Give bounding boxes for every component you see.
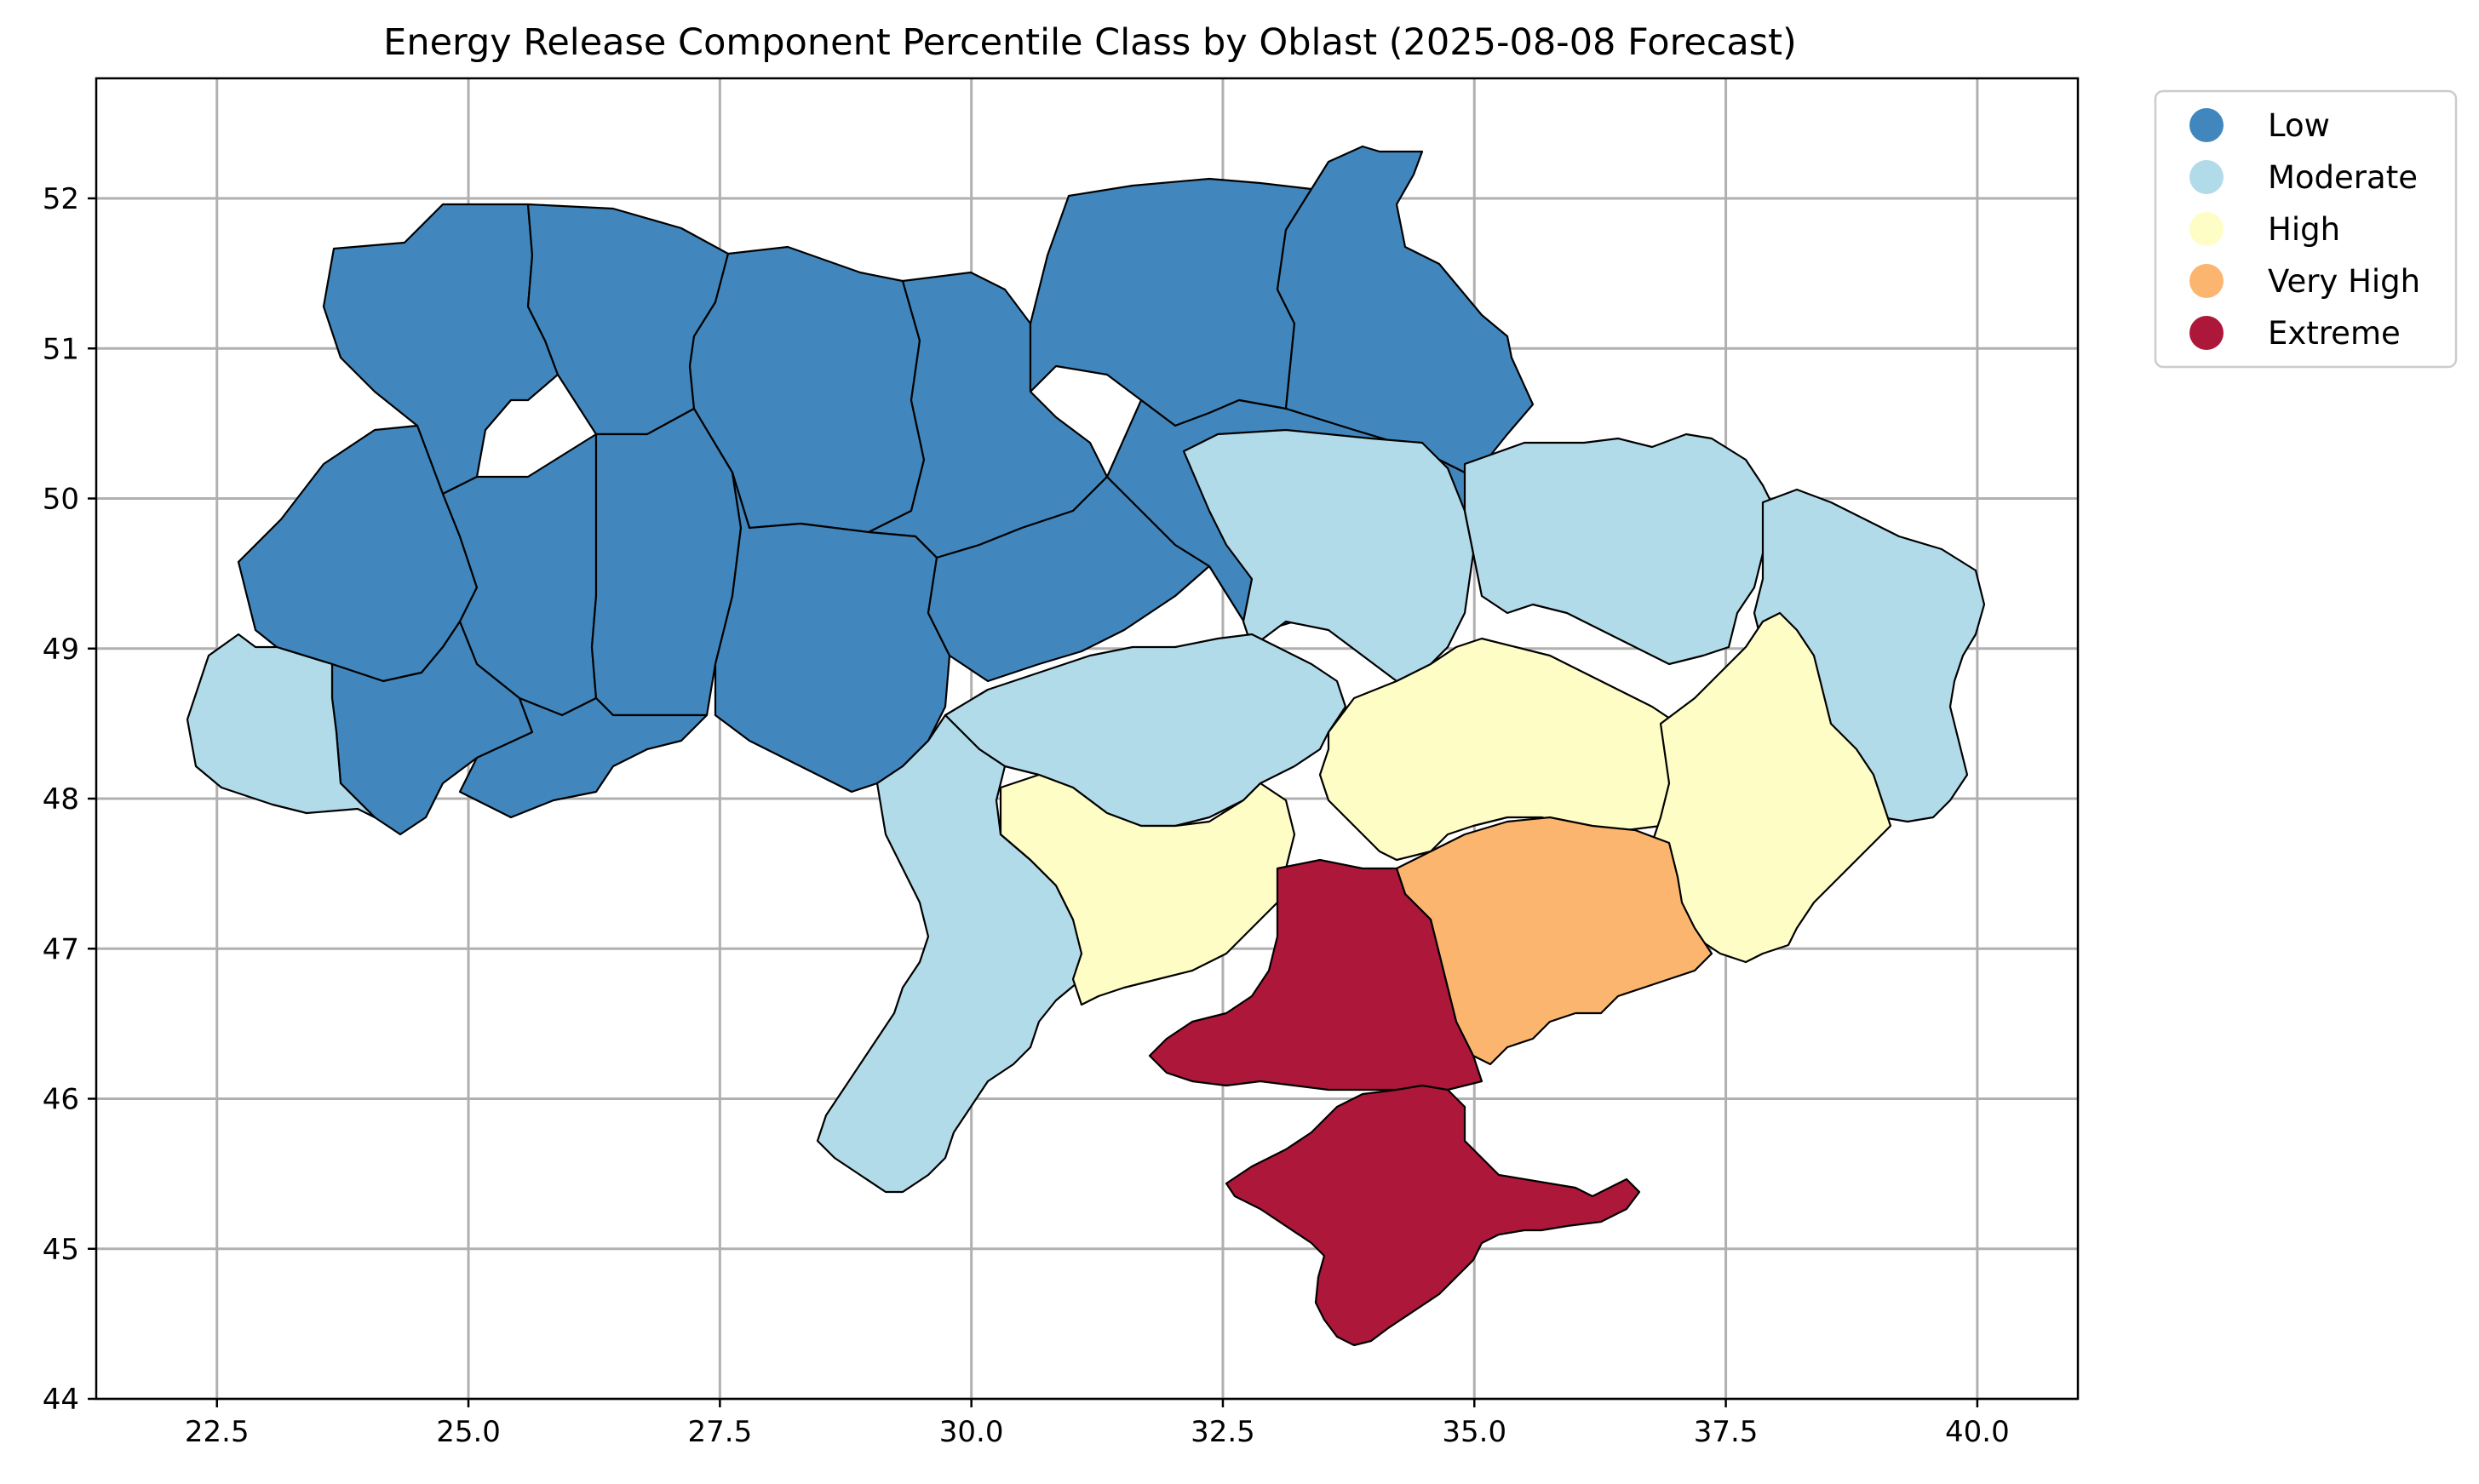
- legend-swatch-moderate: [2189, 160, 2224, 194]
- x-tick-label: 32.5: [1191, 1415, 1255, 1449]
- oblast-volyn: [322, 203, 559, 496]
- x-tick-label: 40.0: [1945, 1415, 2010, 1449]
- plot-area: [95, 77, 2080, 1401]
- legend-swatch-extreme: [2189, 316, 2224, 350]
- oblast-kharkiv: [1463, 433, 1777, 666]
- legend: Low Moderate High Very High Extreme: [2154, 89, 2458, 369]
- oblast-mykolaiv: [816, 713, 1092, 1194]
- oblast-sumy: [1276, 145, 1535, 478]
- y-tick-label: 52: [43, 182, 79, 216]
- legend-label: Low: [2268, 107, 2330, 144]
- legend-swatch-low: [2189, 108, 2224, 142]
- oblast-kherson-north: [999, 773, 1296, 1006]
- legend-box: [2154, 89, 2458, 369]
- x-tick-label: 30.0: [939, 1415, 1004, 1449]
- oblast-kherson: [1148, 858, 1483, 1092]
- oblast-cherkasy: [927, 475, 1211, 683]
- y-axis: 44 45 46 47 48 49 50 51 52: [43, 182, 96, 1417]
- legend-label: Extreme: [2268, 315, 2401, 352]
- chart-title: Energy Release Component Percentile Clas…: [383, 21, 1797, 64]
- plot-frame: [95, 77, 2080, 1401]
- x-tick-label: 37.5: [1694, 1415, 1759, 1449]
- x-tick-label: 27.5: [688, 1415, 753, 1449]
- legend-swatch-very-high: [2189, 264, 2224, 298]
- legend-swatch-high: [2189, 212, 2224, 246]
- y-tick-label: 45: [43, 1233, 79, 1267]
- x-tick-label: 22.5: [185, 1415, 250, 1449]
- y-tick-label: 46: [43, 1083, 79, 1117]
- oblast-zakarpattia: [186, 633, 376, 819]
- y-tick-label: 49: [43, 633, 79, 667]
- oblast-chernivtsi: [458, 696, 709, 819]
- x-tick-label: 25.0: [436, 1415, 501, 1449]
- legend-label: High: [2268, 211, 2340, 248]
- y-tick-label: 51: [43, 332, 79, 366]
- y-tick-label: 44: [43, 1383, 79, 1417]
- crimea: [1225, 1084, 1641, 1347]
- x-tick-label: 35.0: [1442, 1415, 1506, 1449]
- x-axis: 22.5 25.0 27.5 30.0 32.5 35.0 37.5 40.0: [185, 1399, 2010, 1449]
- y-tick-label: 50: [43, 483, 79, 517]
- oblast-layer: [186, 145, 1986, 1347]
- y-tick-label: 47: [43, 932, 79, 966]
- legend-label: Moderate: [2268, 159, 2418, 196]
- y-tick-label: 48: [43, 782, 79, 816]
- legend-label: Very High: [2268, 263, 2420, 300]
